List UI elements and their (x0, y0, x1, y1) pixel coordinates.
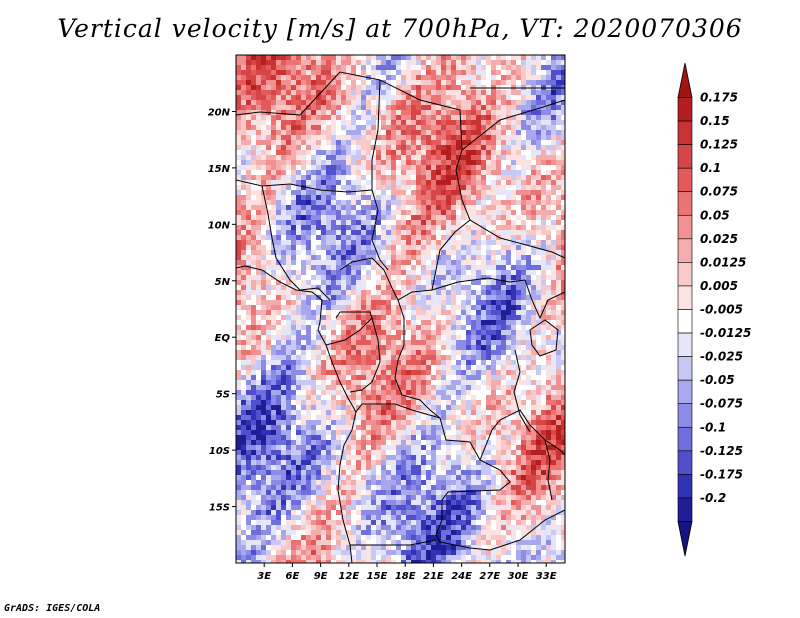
colorbar-swatch (677, 450, 693, 475)
colorbar-swatch (677, 309, 693, 334)
colorbar-label: -0.005 (700, 303, 743, 317)
lon-tick-label: 12E (338, 571, 359, 582)
colorbar-label: 0.175 (700, 91, 738, 105)
lon-tick-label: 18E (395, 571, 416, 582)
colorbar-label: -0.025 (700, 350, 743, 364)
coastline-west-africa (236, 265, 357, 563)
lon-tick-label: 3E (257, 571, 271, 582)
border-zambia (479, 409, 565, 461)
border-sudan (461, 99, 565, 151)
colorbar-label: 0.15 (700, 114, 730, 128)
border-sahel (236, 179, 373, 193)
colorbar-swatch (677, 191, 693, 216)
colorbar: 0.175 0.15 0.125 0.1 0.075 0.05 0.025 0.0125 0.0… (677, 62, 751, 557)
colorbar-label: -0.175 (700, 467, 743, 481)
lon-tick-label: 15E (367, 571, 388, 582)
lat-tick-label: 15N (208, 164, 231, 175)
colorbar-swatch (677, 426, 693, 452)
colorbar-swatch (677, 214, 693, 240)
border-angola (355, 403, 565, 551)
colorbar-label: 0.025 (700, 232, 738, 246)
colorbar-swatch (677, 97, 693, 122)
border-east (524, 279, 565, 320)
lon-tick-label: 33E (536, 571, 557, 582)
colorbar-label: -0.0125 (700, 326, 751, 340)
border-nigeria (261, 185, 301, 291)
colorbar-bottom-arrow (677, 521, 693, 557)
lon-tick-label: 24E (451, 571, 472, 582)
grads-credit: GrADS: IGES/COLA (4, 603, 101, 614)
colorbar-swatch (677, 356, 693, 381)
lat-tick-label: EQ (215, 333, 231, 344)
lake-victoria (529, 319, 559, 357)
lat-tick-label: 20N (208, 107, 231, 118)
country-borders (236, 71, 565, 563)
border-central (455, 169, 565, 259)
colorbar-label: 0.1 (700, 161, 721, 175)
colorbar-label: 0.125 (700, 138, 738, 152)
colorbar-swatch (677, 238, 693, 263)
lat-tick-label: 5S (216, 390, 230, 401)
colorbar-swatch (677, 332, 693, 357)
border-car (431, 219, 471, 291)
colorbar-swatch (677, 379, 693, 405)
lake-east (513, 349, 531, 433)
border-congo-river (349, 317, 381, 393)
border-angola-south (350, 539, 437, 546)
colorbar-label: -0.125 (700, 444, 743, 458)
colorbar-swatch (677, 403, 693, 428)
velocity-field (236, 55, 565, 563)
border-north-2 (236, 111, 301, 116)
lat-tick-label: 5N (215, 277, 231, 288)
map-frame (235, 54, 566, 564)
map-title: Vertical velocity [m/s] at 700hPa, VT: 2… (57, 14, 743, 43)
colorbar-swatch (677, 474, 693, 499)
colorbar-label: 0.005 (700, 279, 738, 293)
lon-tick-label: 21E (423, 571, 444, 582)
colorbar-swatch (677, 262, 693, 287)
colorbar-swatch (677, 497, 693, 522)
lake-malawi (544, 439, 553, 501)
border-drc-east (394, 299, 441, 419)
border-cameroon (339, 257, 526, 301)
colorbar-swatch (677, 144, 693, 169)
colorbar-top-arrow (677, 62, 693, 98)
border-chad (371, 79, 389, 271)
colorbar-label: -0.2 (700, 491, 726, 505)
lon-tick-label: 6E (286, 571, 300, 582)
map-axes: 20N 15N 10N 5N EQ 5S 10S 15S 3E 6E 9E 12E 15E 18E 21E 2… (208, 107, 557, 582)
colorbar-label: 0.05 (700, 208, 730, 222)
colorbar-label: 0.0125 (700, 255, 746, 269)
colorbar-label: -0.05 (700, 373, 735, 387)
colorbar-label: 0.075 (700, 185, 738, 199)
lat-tick-label: 10S (209, 446, 230, 457)
lat-tick-label: 10N (208, 220, 231, 231)
colorbar-swatch (677, 285, 693, 310)
lon-tick-label: 9E (314, 571, 328, 582)
colorbar-label: -0.1 (700, 420, 726, 434)
border-nigeria-south (299, 287, 331, 301)
lon-tick-label: 27E (479, 571, 500, 582)
lon-tick-label: 30E (508, 571, 529, 582)
colorbar-swatch (677, 167, 693, 193)
colorbar-label: -0.075 (700, 397, 743, 411)
lat-tick-label: 15S (209, 503, 230, 514)
colorbar-swatch (677, 120, 693, 145)
